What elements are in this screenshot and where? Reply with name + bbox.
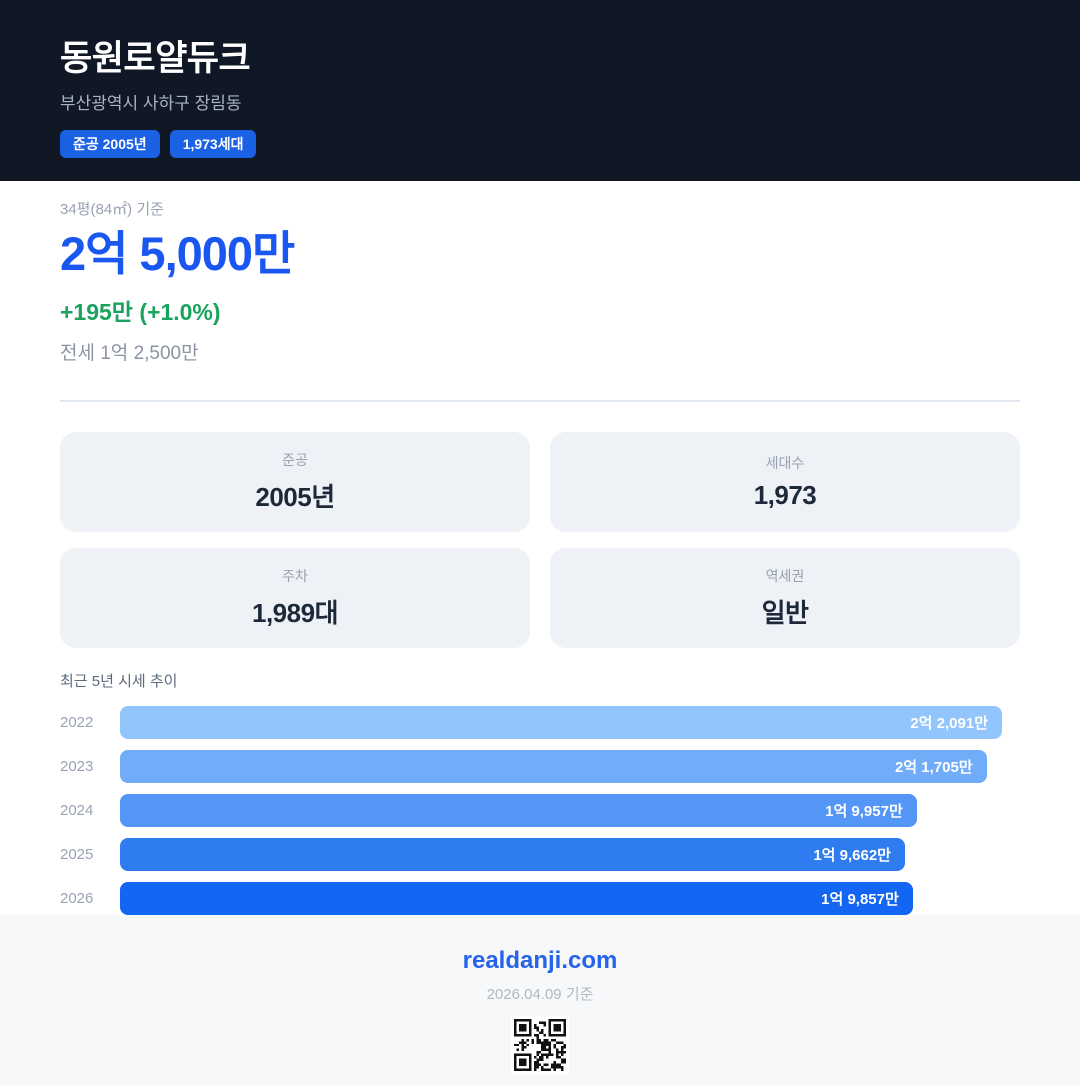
chart-rows: 2022 2억 2,091만 2023 2억 1,705만 2024 1억 9,957만 2… [60, 706, 1020, 916]
chart-title: 최근 5년 시세 추이 [60, 673, 178, 691]
chart-bar-value: 2억 1,705만 [894, 759, 973, 777]
chart-bar: 1억 9,662만 [120, 838, 905, 872]
chart-bar-value: 1억 9,662만 [813, 847, 891, 865]
info-card-value: 1,973 [753, 480, 817, 511]
badge: 1,973세대 [169, 129, 257, 159]
jeonse-price: 전세 1억 2,500만 [60, 343, 199, 365]
main-content: 34평(84㎡) 기준 2억 5,000만 +195만 (+1.0%) 전세 1… [0, 181, 1080, 916]
chart-row: 2025 1억 9,662만 [60, 838, 1020, 872]
site-link[interactable]: realdanji.com [462, 947, 618, 975]
price-trend-chart: 최근 5년 시세 추이 2022 2억 2,091만 2023 2억 1,705만 20… [60, 670, 1020, 916]
chart-bar-track: 1억 9,857만 [120, 882, 1020, 916]
chart-year-label: 2024 [60, 802, 94, 820]
chart-bar-track: 2억 2,091만 [120, 706, 1020, 740]
qr-code-icon [511, 1016, 569, 1075]
chart-year-label: 2022 [60, 714, 94, 732]
info-card-value: 일반 [761, 598, 809, 629]
chart-year-label: 2025 [60, 846, 94, 864]
chart-bar: 1억 9,857만 [120, 882, 913, 916]
chart-year-label: 2023 [60, 758, 94, 776]
price-change: +195만 (+1.0%) [60, 299, 221, 326]
info-card-label: 주차 [282, 568, 308, 585]
price-basis: 34평(84㎡) 기준 [60, 201, 164, 218]
badge-row: 준공 2005년 1,973세대 [60, 129, 1020, 159]
chart-row: 2024 1억 9,957만 [60, 794, 1020, 828]
chart-row: 2023 2억 1,705만 [60, 750, 1020, 784]
footer: realdanji.com 2026.04.09 기준 [0, 915, 1080, 1085]
chart-bar-track: 1억 9,957만 [120, 794, 1020, 828]
apartment-address: 부산광역시 사하구 장림동 [60, 93, 242, 113]
info-card-value: 1,989대 [252, 598, 338, 629]
info-card-label: 역세권 [765, 568, 805, 585]
chart-year-label: 2026 [60, 890, 94, 908]
info-card-label: 준공 [282, 452, 308, 469]
apartment-title: 동원로얄듀크 [60, 39, 251, 78]
chart-bar: 2억 1,705만 [120, 750, 987, 784]
chart-bar: 1억 9,957만 [120, 794, 917, 828]
chart-bar-track: 2억 1,705만 [120, 750, 1020, 784]
badge: 준공 2005년 [60, 129, 160, 159]
section-divider [60, 400, 1020, 403]
info-card-label: 세대수 [765, 455, 805, 472]
chart-bar: 2억 2,091만 [120, 706, 1002, 740]
info-card: 세대수 1,973 [550, 432, 1020, 533]
chart-bar-value: 2억 2,091만 [910, 715, 988, 733]
chart-bar-value: 1억 9,857만 [821, 891, 899, 909]
info-card: 준공 2005년 [60, 432, 530, 533]
info-card-value: 2005년 [255, 482, 335, 513]
chart-row: 2022 2억 2,091만 [60, 706, 1020, 740]
header: 동원로얄듀크 부산광역시 사하구 장림동 준공 2005년 1,973세대 [0, 0, 1080, 181]
info-card: 주차 1,989대 [60, 548, 530, 649]
data-date: 2026.04.09 기준 [486, 986, 594, 1004]
chart-bar-track: 1억 9,662만 [120, 838, 1020, 872]
chart-bar-value: 1억 9,957만 [825, 803, 903, 821]
chart-row: 2026 1억 9,857만 [60, 882, 1020, 916]
price-value: 2억 5,000만 [60, 227, 295, 280]
